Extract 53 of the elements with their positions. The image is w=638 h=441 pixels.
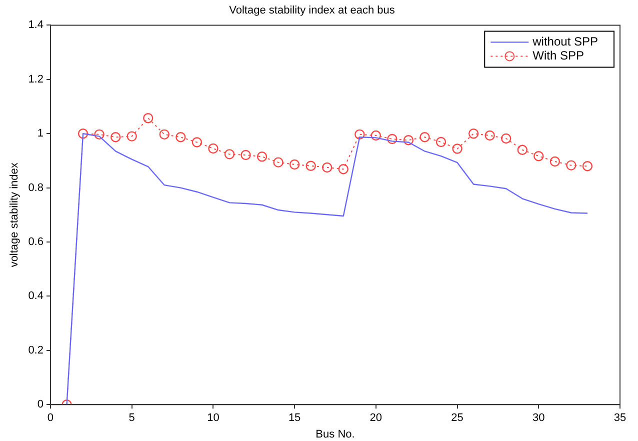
point <box>159 129 170 140</box>
y-tick-label: 1 <box>37 128 44 140</box>
point <box>370 130 382 141</box>
point <box>306 160 316 171</box>
x-axis-title: Bus No. <box>316 428 355 440</box>
point <box>322 162 332 173</box>
point <box>484 130 495 141</box>
point <box>110 132 121 142</box>
y-tick-label: 0.4 <box>28 290 44 302</box>
y-axis-title: voltage stability index <box>8 162 21 268</box>
x-tick-label: 35 <box>614 412 626 424</box>
point <box>517 144 528 155</box>
x-tick-label: 0 <box>47 412 54 424</box>
point <box>387 134 398 144</box>
point <box>192 137 202 148</box>
y-tick-label: 0.6 <box>28 236 44 248</box>
y-tick-label: 1.2 <box>28 73 44 86</box>
legend-label: without SPP <box>532 34 598 49</box>
point <box>224 149 235 160</box>
point <box>338 164 348 174</box>
point <box>403 135 414 146</box>
x-tick-label: 30 <box>532 412 545 424</box>
point <box>582 161 593 172</box>
y-tick-label: 0.2 <box>28 344 44 356</box>
point <box>420 132 430 142</box>
x-tick-label: 10 <box>207 412 220 424</box>
point <box>501 133 512 144</box>
point <box>94 129 104 140</box>
point <box>240 150 251 160</box>
point <box>289 159 300 170</box>
point <box>436 136 446 148</box>
x-tick-label: 15 <box>288 412 301 424</box>
x-tick-label: 20 <box>370 412 382 424</box>
legend-label: With SPP <box>532 48 584 63</box>
point <box>566 160 576 170</box>
point <box>534 150 544 162</box>
point <box>176 132 186 142</box>
point <box>468 128 479 139</box>
point <box>354 129 365 140</box>
point <box>126 131 137 142</box>
x-tick-label: 5 <box>128 412 135 424</box>
y-tick-label: 1.4 <box>28 19 44 32</box>
point <box>256 152 268 162</box>
y-tick-label: 0 <box>37 398 44 411</box>
chart-title: Voltage stability index at each bus <box>229 4 396 17</box>
point <box>78 128 88 139</box>
point <box>452 144 462 154</box>
point <box>273 157 284 168</box>
y-tick-label: 0.8 <box>28 182 44 194</box>
point <box>550 156 560 167</box>
point <box>143 113 154 124</box>
x-tick-label: 25 <box>451 412 464 424</box>
point <box>208 143 218 154</box>
